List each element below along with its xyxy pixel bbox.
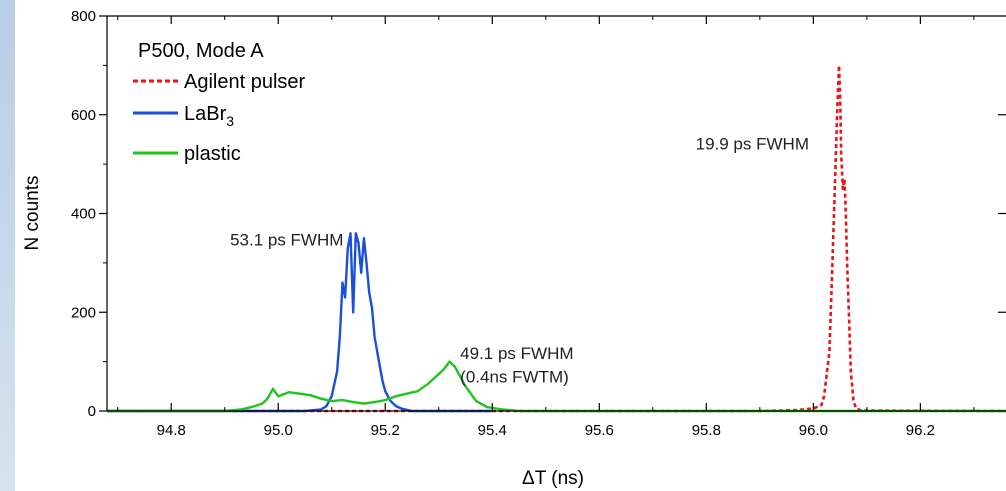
annotation-3: (0.4ns FWTM) [460,367,569,386]
y-tick-label: 0 [88,403,96,420]
legend-header: P500, Mode A [138,40,264,62]
legend-label-agilent-pulser: Agilent pulser [184,71,306,93]
x-tick-label: 96.0 [799,422,828,439]
side-strip [0,0,15,491]
series-line-labr3 [107,232,493,413]
y-tick-label: 200 [71,304,96,321]
legend-label-plastic: plastic [184,143,241,165]
y-tick-label: 800 [71,8,96,25]
y-tick-label: 600 [71,107,96,124]
legend-label-labr3: LaBr3 [184,103,234,129]
legend-label-labr3-main: LaBr [184,103,227,125]
x-tick-label: 95.2 [371,422,400,439]
x-tick-label: 95.4 [478,422,507,439]
series-line-plastic [107,360,1006,413]
x-tick-label: 95.6 [585,422,614,439]
y-axis-title: N counts [22,176,43,251]
series-layer [107,64,1006,413]
x-axis-title: ΔT (ns) [522,468,584,489]
series-line-agilent-pulser [107,64,1006,413]
y-tick-label: 400 [71,206,96,223]
plot-area [107,16,1006,411]
legend-label-labr3-subscript: 3 [226,113,234,129]
labels-layer: 94.8 95.0 95.2 95.4 95.6 95.8 96.0 96.2 0 200 400 6… [71,8,935,439]
x-tick-label: 94.8 [157,422,186,439]
annotation-1: 53.1 ps FWHM [230,231,343,250]
axes-layer [99,15,1006,412]
x-tick-label: 95.8 [692,422,721,439]
x-tick-label: 95.0 [264,422,293,439]
annotation-0: 19.9 ps FWHM [696,134,809,153]
x-tick-label: 96.2 [906,422,935,439]
annotation-2: 49.1 ps FWHM [460,344,573,363]
legend: P500, Mode A Agilent pulser LaBr3 plasti… [133,40,306,165]
